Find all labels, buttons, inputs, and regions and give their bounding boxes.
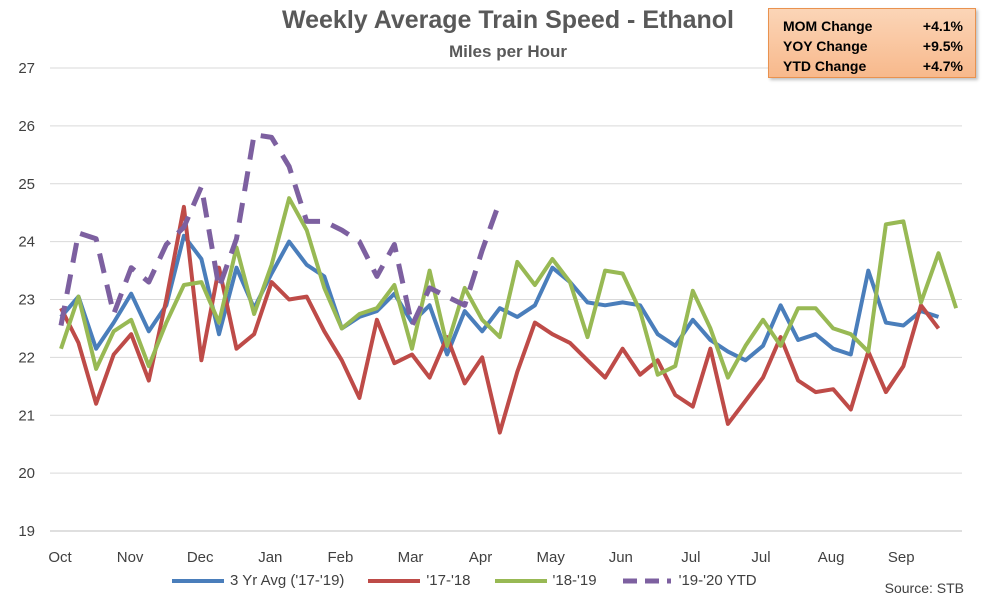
series-layer xyxy=(58,132,959,435)
y-tick-label: 24 xyxy=(18,234,35,251)
chart-subtitle: Miles per Hour xyxy=(448,42,568,61)
legend-label: '17-'18 xyxy=(426,572,471,589)
y-tick-label: 19 xyxy=(18,523,35,540)
x-tick-label: Jul xyxy=(751,549,770,566)
y-tick-label: 27 xyxy=(18,60,35,77)
y-tick-label: 20 xyxy=(18,465,35,482)
stat-value: +4.1% xyxy=(922,18,963,34)
x-tick-label: Dec xyxy=(187,549,214,566)
legend-item: '17-'18 xyxy=(368,572,471,589)
legend-swatch xyxy=(172,578,224,583)
stats-box: MOM Change +4.1% YOY Change +9.5% YTD Ch… xyxy=(768,8,976,78)
x-tick-label: Sep xyxy=(888,549,915,566)
stat-label: YOY Change xyxy=(783,38,868,54)
legend-label: 3 Yr Avg ('17-'19) xyxy=(230,572,345,589)
x-axis: Oct Nov Dec Jan Feb Mar Apr May Jun Jul Jul Aug Sep xyxy=(48,530,962,566)
series-line-2 xyxy=(59,196,959,380)
y-tick-label: 25 xyxy=(18,176,35,193)
y-tick-label: 26 xyxy=(18,118,35,135)
stat-value: +4.7% xyxy=(922,58,963,74)
x-tick-label: Feb xyxy=(327,549,353,566)
legend-swatch xyxy=(494,578,547,583)
y-axis: 19 20 21 22 23 24 25 26 27 xyxy=(18,60,35,540)
x-tick-label: Mar xyxy=(398,549,424,566)
gridlines xyxy=(50,67,962,532)
x-tick-label: Nov xyxy=(117,549,144,566)
y-tick-label: 21 xyxy=(18,407,35,424)
y-tick-label: 22 xyxy=(18,349,35,366)
chart-legend: 3 Yr Avg ('17-'19) '17-'18 '18-'19 '19-'… xyxy=(172,572,781,589)
x-tick-label: Jul xyxy=(681,549,700,566)
x-tick-label: Apr xyxy=(469,549,492,566)
source-note: Source: STB xyxy=(884,580,964,596)
legend-label: '18-'19 xyxy=(552,572,597,589)
x-tick-label: Oct xyxy=(48,549,72,566)
stat-label: YTD Change xyxy=(783,58,867,74)
series-line-1 xyxy=(59,204,941,435)
legend-label: '19-'20 YTD xyxy=(678,572,757,589)
stat-row-ytd: YTD Change +4.7% xyxy=(783,56,963,76)
legend-item: 3 Yr Avg ('17-'19) xyxy=(172,572,344,589)
x-tick-label: Jan xyxy=(258,549,282,566)
stat-label: MOM Change xyxy=(783,18,873,34)
x-tick-label: Jun xyxy=(609,549,633,566)
x-tick-label: Aug xyxy=(818,549,845,566)
y-tick-label: 23 xyxy=(18,292,35,309)
stat-row-mom: MOM Change +4.1% xyxy=(783,16,963,36)
legend-item: '18-'19 xyxy=(494,572,597,589)
legend-item: '19-'20 YTD xyxy=(621,572,757,589)
series-line-0 xyxy=(59,233,940,363)
x-tick-label: May xyxy=(537,549,566,566)
stat-row-yoy: YOY Change +9.5% xyxy=(783,36,963,56)
chart-title: Weekly Average Train Speed - Ethanol xyxy=(281,6,734,34)
legend-swatch xyxy=(622,578,671,583)
series-line-3 xyxy=(58,132,503,328)
legend-swatch xyxy=(368,578,421,583)
stat-value: +9.5% xyxy=(922,38,963,54)
